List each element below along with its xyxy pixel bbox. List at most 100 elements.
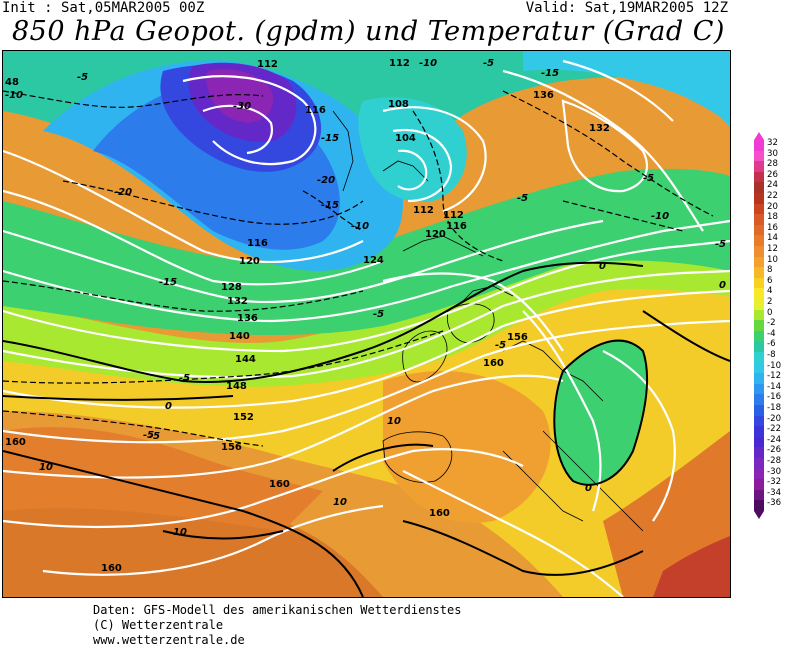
credits-source: Daten: GFS-Modell des amerikanischen Wet…	[93, 603, 462, 617]
legend-entry: 18	[752, 213, 790, 225]
temp-label: -5	[517, 193, 528, 204]
geo-label: 112	[413, 205, 434, 216]
legend-entry: -26	[752, 445, 790, 458]
legend-swatch	[754, 489, 764, 501]
hot-pocket	[653, 536, 730, 597]
credits-website[interactable]: www.wetterzentrale.de	[93, 633, 245, 647]
geo-label: 132	[589, 123, 610, 134]
legend-value: 22	[767, 191, 778, 201]
geo-label: 116	[446, 221, 467, 232]
weather-map-canvas: 112 112 116 108 104 112 112 116 120 124 …	[3, 51, 730, 597]
legend-swatch	[754, 362, 764, 374]
negative-isotherms	[3, 90, 714, 447]
temp-label: -15	[321, 200, 339, 211]
geo-label: 136	[533, 90, 554, 101]
legend-value: -24	[767, 434, 782, 445]
legend-value: -34	[767, 487, 782, 498]
geopotential-labels: 112 112 116 108 104 112 112 116 120 124 …	[5, 58, 610, 574]
valid-time-label: Valid: Sat,19MAR2005 12Z	[525, 0, 728, 16]
legend-swatch	[754, 458, 764, 469]
legend-entry: 12	[752, 244, 790, 257]
legend-value: 16	[767, 222, 778, 233]
legend-entry: 4	[752, 286, 790, 299]
temperature-color-legend: 32 30 28 26 24 22 20 18 16 14 12 10 8 6 4 2 0 -2 -4 -6 -8 -10…	[752, 132, 790, 520]
legend-value: 12	[767, 244, 778, 254]
legend-value: 8	[767, 265, 773, 276]
legend-swatch	[754, 256, 764, 268]
geo-label: 160	[429, 508, 450, 519]
temp-label: -5	[715, 239, 726, 250]
legend-entry: -8	[752, 350, 790, 363]
legend-entry: -4	[752, 329, 790, 342]
warm-band	[3, 427, 323, 531]
legend-value: -2	[767, 318, 776, 329]
temp-label: -15	[159, 277, 177, 288]
legend-value: -28	[767, 456, 782, 466]
init-time-label: Init : Sat,05MAR2005 00Z	[2, 0, 205, 16]
legend-value: -36	[767, 498, 782, 509]
temp-label: -5	[495, 340, 506, 351]
legend-value: 30	[767, 148, 778, 159]
geo-label: 120	[239, 256, 260, 267]
geo-label: 108	[388, 99, 409, 110]
legend-entry: 6	[752, 276, 790, 289]
legend-value: -10	[767, 360, 782, 371]
legend-swatch	[754, 468, 764, 480]
geo-label: 116	[247, 238, 268, 249]
legend-entry: 14	[752, 234, 790, 246]
legend-entry: -28	[752, 456, 790, 469]
legend-value: -26	[767, 445, 782, 456]
legend-swatch	[754, 235, 764, 246]
legend-swatch	[754, 203, 764, 215]
cold-region-east	[523, 51, 730, 131]
legend-swatch	[754, 171, 764, 183]
geo-label: 124	[363, 255, 384, 266]
temp-label: -10	[351, 221, 369, 232]
geo-label: 104	[395, 133, 416, 144]
temp-label: 10	[387, 416, 401, 427]
legend-swatch	[754, 352, 764, 363]
legend-value: -22	[767, 424, 782, 435]
geo-label: 112	[257, 59, 278, 70]
temp-label: 10	[333, 497, 347, 508]
geo-label: 156	[221, 442, 242, 453]
legend-entry: -24	[752, 434, 790, 448]
legend-entry: 0	[752, 308, 790, 321]
zero-and-positive-isotherms	[3, 261, 730, 597]
legend-entry: 22	[752, 191, 790, 204]
cold-pocket-central	[554, 340, 648, 485]
temp-label: -5	[483, 58, 494, 69]
legend-value: 4	[767, 286, 773, 297]
legend-swatch	[754, 161, 764, 172]
temp-label: 10	[173, 527, 187, 538]
legend-entry: -34	[752, 487, 790, 501]
legend-swatch	[754, 415, 764, 427]
edge-label: 48	[5, 77, 19, 88]
legend-value: 20	[767, 201, 778, 212]
temp-label: -15	[321, 133, 339, 144]
legend-value: 2	[767, 297, 773, 307]
temp-label: -5	[643, 173, 654, 184]
legend-swatch	[754, 299, 764, 310]
mild-band	[3, 261, 730, 597]
geo-label: 120	[425, 229, 446, 240]
legend-value: -8	[767, 350, 776, 360]
legend-swatch	[754, 246, 764, 257]
temp-label: -5	[77, 72, 88, 83]
edge-labels: 48	[5, 77, 19, 88]
geo-label: 148	[226, 381, 247, 392]
map-title: 850 hPa Geopot. (gpdm) und Temperatur (G…	[12, 16, 725, 47]
geo-label: 112	[443, 210, 464, 221]
temperature-labels: -30 -15 -20 -20 -15 -10 -10 -5 -5 -15 -1…	[5, 58, 726, 538]
temp-label: -20	[317, 175, 335, 186]
temp-label: 10	[39, 462, 53, 473]
temp-label: 0	[599, 261, 606, 272]
legend-value: -16	[767, 392, 782, 403]
legend-value: 26	[767, 169, 778, 180]
legend-swatch	[754, 320, 764, 331]
geo-label: 160	[483, 358, 504, 369]
legend-entry: -16	[752, 392, 790, 405]
temp-label: -10	[419, 58, 437, 69]
legend-value: 24	[767, 180, 778, 191]
legend-entry: 2	[752, 297, 790, 310]
